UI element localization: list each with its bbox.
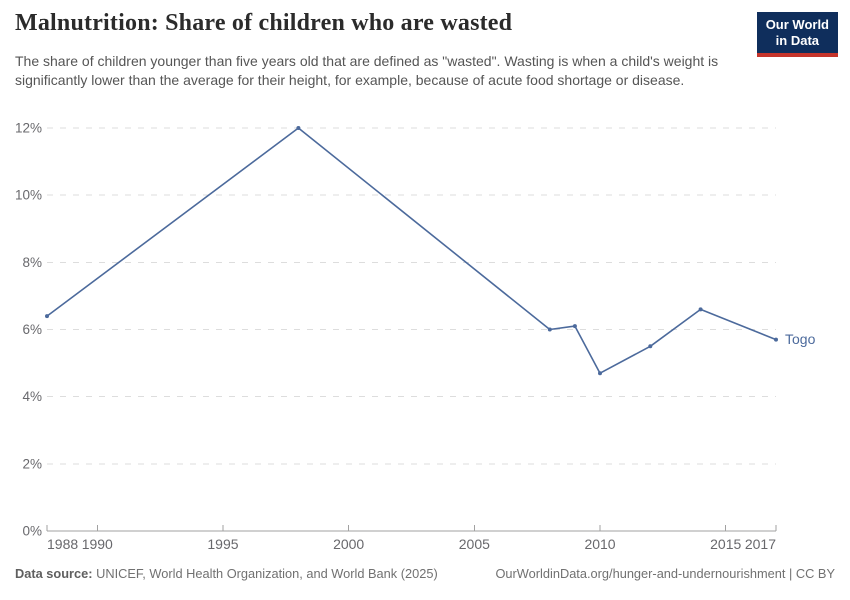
data-point: [648, 344, 653, 349]
chart-subtitle: The share of children younger than five …: [15, 53, 719, 89]
data-point: [547, 327, 552, 332]
data-point: [296, 126, 301, 130]
y-axis-tick-label: 2%: [22, 456, 42, 471]
page-title: Malnutrition: Share of children who are …: [15, 10, 513, 36]
data-source-note: Data source: UNICEF, World Health Organi…: [15, 566, 438, 581]
data-point: [45, 314, 49, 319]
data-source-label: Data source:: [15, 566, 93, 581]
line-chart: 0% 2% 4% 6% 8% 10% 12% 1988 1990 1995 2000 2005 2010…: [15, 121, 816, 553]
y-axis-tick-label: 0%: [22, 524, 42, 539]
x-axis-tick-label: 2000: [333, 536, 364, 552]
data-point: [572, 324, 577, 329]
y-axis-tick-label: 6%: [22, 322, 42, 337]
owid-logo[interactable]: Our World in Data: [756, 12, 838, 57]
x-axis-tick-label: 1988: [47, 536, 78, 552]
x-axis-tick-label: 2010: [584, 536, 615, 552]
x-axis-tick-label: 1995: [207, 536, 238, 552]
series-end-label[interactable]: Togo: [785, 331, 816, 347]
owid-logo-line1: Our World: [765, 17, 829, 32]
data-point: [698, 307, 703, 312]
data-source-text: UNICEF, World Health Organization, and W…: [92, 566, 438, 581]
x-axis-tick-label: 1990: [82, 536, 113, 552]
chart-footer: Data source: UNICEF, World Health Organi…: [15, 566, 835, 581]
series-line: [46, 127, 777, 375]
data-point: [598, 371, 602, 376]
y-axis-tick-label: 8%: [22, 255, 42, 270]
x-axis-tick-label: 2015: [710, 536, 741, 552]
data-point: [774, 337, 778, 342]
x-axis-tick-label: 2017: [745, 536, 776, 552]
owid-url-license[interactable]: OurWorldinData.org/hunger-and-undernouri…: [495, 566, 835, 581]
y-axis-tick-label: 10%: [15, 188, 42, 203]
y-axis-tick-label: 12%: [15, 121, 42, 136]
owid-logo-line2: in Data: [775, 33, 820, 49]
x-axis-tick-label: 2005: [459, 536, 490, 552]
y-axis-tick-label: 4%: [22, 389, 42, 404]
